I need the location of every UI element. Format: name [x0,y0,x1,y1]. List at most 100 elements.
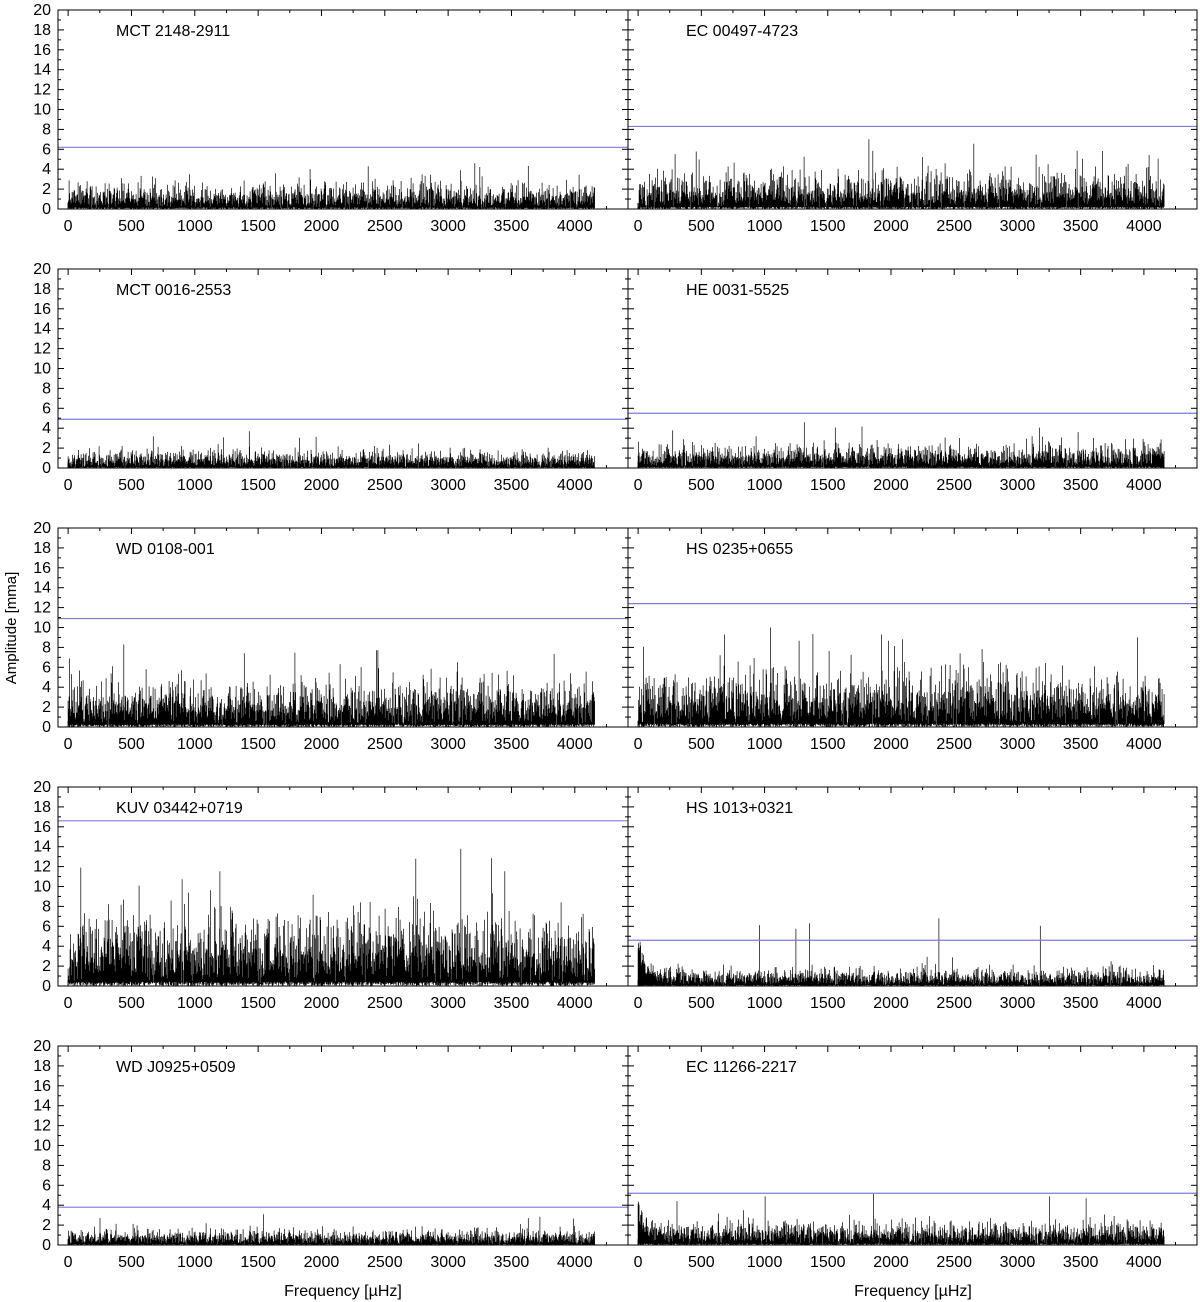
y-tick-label: 10 [33,361,51,378]
y-tick-label: 14 [33,1098,51,1115]
y-tick-label: 4 [42,938,51,955]
x-tick-label: 0 [64,1254,73,1271]
panel-7: 0 500 1000 1500 2000 2500 3000 3500 4000 0 2 4 6 8 10 1… [33,779,629,1012]
y-tick-label: 2 [42,699,51,716]
y-tick-label: 8 [42,380,51,397]
x-tick-label: 1000 [747,995,783,1012]
y-tick-label: 4 [42,1197,51,1214]
noise-trace [637,422,1165,468]
panel-title: HE 0031-5525 [686,282,789,299]
x-tick-label: 4000 [557,995,593,1012]
x-tick-label: 2000 [304,477,340,494]
x-tick-label: 500 [688,218,715,235]
x-tick-label: 1500 [810,995,846,1012]
x-tick-label: 500 [118,1254,145,1271]
panel-title: EC 11266-2217 [686,1059,797,1076]
y-tick-label: 18 [33,1058,51,1075]
x-tick-label: 3000 [1000,477,1036,494]
panel-8: 0 500 1000 1500 2000 2500 3000 3500 4000 HS 1013+… [627,786,1198,1012]
noise-trace [67,163,595,209]
x-tick-label: 3500 [494,218,530,235]
x-tick-label: 0 [64,736,73,753]
panel-1: 0 500 1000 1500 2000 2500 3000 3500 4000 0 2 4 6 8 10 1… [33,2,629,235]
x-tick-label: 2000 [873,736,909,753]
x-tick-label: 0 [64,995,73,1012]
x-tick-label: 2000 [873,477,909,494]
y-tick-label: 20 [33,779,51,796]
x-tick-label: 2500 [367,1254,403,1271]
x-tick-label: 2500 [936,736,972,753]
y-tick-label: 12 [33,600,51,617]
x-tick-label: 3000 [1000,218,1036,235]
y-tick-label: 6 [42,1177,51,1194]
x-tick-label: 3500 [1063,995,1099,1012]
x-tick-label: 2500 [367,218,403,235]
y-tick-label: 0 [42,978,51,995]
y-tick-label: 8 [42,1157,51,1174]
y-tick-label: 14 [33,839,51,856]
y-tick-label: 4 [42,161,51,178]
x-tick-label: 0 [634,736,643,753]
panel-title: EC 00497-4723 [686,23,798,40]
x-tick-label: 3500 [494,995,530,1012]
panel-9: 0 500 1000 1500 2000 2500 3000 3500 4000 0 2 4 6 8 10 1… [33,1038,629,1271]
x-tick-label: 3500 [1063,1254,1099,1271]
x-tick-label: 2000 [873,995,909,1012]
x-tick-label: 0 [634,218,643,235]
x-tick-label: 500 [118,995,145,1012]
y-tick-label: 6 [42,400,51,417]
x-tick-label: 1000 [747,477,783,494]
x-tick-label: 3500 [1063,218,1099,235]
x-tick-label: 3000 [430,477,466,494]
y-tick-label: 14 [33,580,51,597]
y-tick-label: 10 [33,620,51,637]
x-tick-label: 3000 [430,218,466,235]
y-tick-label: 4 [42,420,51,437]
y-tick-label: 18 [33,799,51,816]
panel-title: WD J0925+0509 [116,1059,236,1076]
y-tick-label: 10 [33,1138,51,1155]
y-tick-label: 12 [33,82,51,99]
x-tick-label: 500 [118,736,145,753]
x-tick-label: 500 [688,477,715,494]
x-tick-label: 1500 [810,1254,846,1271]
x-tick-label: 3000 [1000,995,1036,1012]
y-tick-label: 12 [33,1118,51,1135]
x-tick-label: 1500 [810,477,846,494]
panel-2: 0 500 1000 1500 2000 2500 3000 3500 4000 EC 00497… [627,9,1198,235]
x-tick-label: 4000 [1126,1254,1162,1271]
y-tick-label: 18 [33,281,51,298]
panel-6: 0 500 1000 1500 2000 2500 3000 3500 4000 HS 0235+… [627,527,1198,753]
x-tick-label: 3500 [1063,477,1099,494]
x-tick-label: 2500 [367,736,403,753]
x-tick-label: 1500 [240,995,276,1012]
x-tick-label: 3500 [494,736,530,753]
x-tick-label: 0 [634,1254,643,1271]
x-tick-label: 0 [634,477,643,494]
x-tick-label: 1500 [810,736,846,753]
y-tick-label: 18 [33,540,51,557]
noise-trace [637,139,1165,209]
panel-10: 0 500 1000 1500 2000 2500 3000 3500 4000 EC 11266… [627,1045,1198,1271]
y-tick-label: 10 [33,879,51,896]
x-tick-label: 2000 [873,1254,909,1271]
y-tick-label: 10 [33,102,51,119]
x-tick-label: 2500 [936,995,972,1012]
x-tick-label: 4000 [1126,995,1162,1012]
x-axis-label-right: Frequency [µHz] [854,1283,972,1300]
noise-trace [67,1214,595,1245]
noise-trace [637,1193,1165,1245]
x-tick-label: 1000 [747,1254,783,1271]
x-tick-label: 2500 [936,1254,972,1271]
y-tick-label: 14 [33,321,51,338]
x-tick-label: 1500 [240,477,276,494]
y-tick-label: 16 [33,301,51,318]
x-tick-label: 3000 [430,995,466,1012]
y-tick-label: 4 [42,679,51,696]
x-tick-label: 0 [64,218,73,235]
x-tick-label: 3000 [430,736,466,753]
y-tick-label: 12 [33,859,51,876]
x-tick-label: 4000 [1126,736,1162,753]
x-tick-label: 3500 [1063,736,1099,753]
